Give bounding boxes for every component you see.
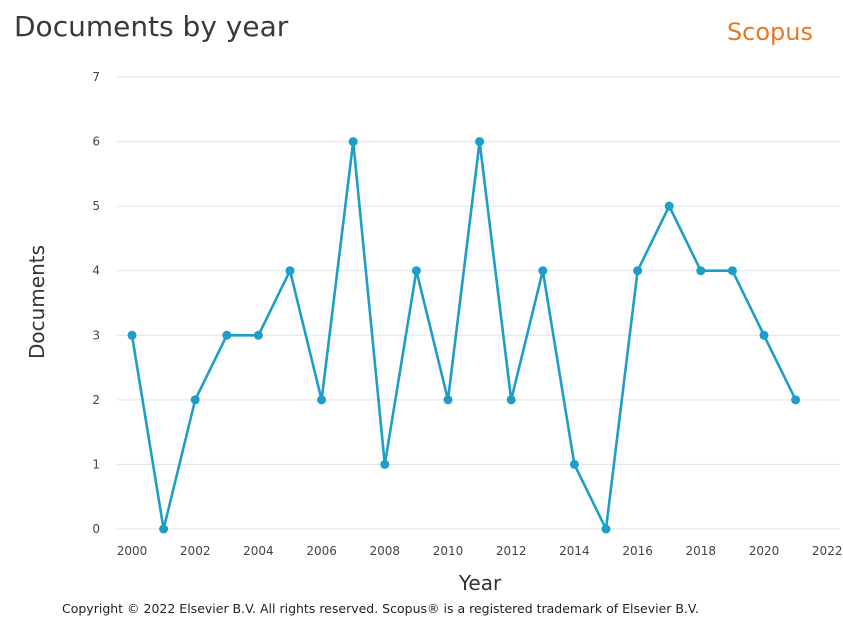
data-point[interactable] xyxy=(538,266,548,276)
data-point[interactable] xyxy=(348,137,358,147)
data-point[interactable] xyxy=(411,266,421,276)
line-chart: 0 1 2 3 4 5 6 7 2000 2002 2004 2006 2008 2010 2012 201… xyxy=(25,70,843,595)
x-tick-label: 2006 xyxy=(306,544,337,558)
data-point[interactable] xyxy=(664,201,674,211)
x-tick-label: 2008 xyxy=(370,544,401,558)
data-point[interactable] xyxy=(633,266,643,276)
y-axis-ticks: 0 1 2 3 4 5 6 7 xyxy=(92,70,100,536)
x-tick-label: 2000 xyxy=(117,544,148,558)
data-point[interactable] xyxy=(380,459,390,469)
y-tick-label: 0 xyxy=(92,522,100,536)
data-point[interactable] xyxy=(127,330,137,340)
data-point[interactable] xyxy=(285,266,295,276)
x-tick-label: 2018 xyxy=(686,544,717,558)
y-tick-label: 6 xyxy=(92,135,100,149)
y-tick-label: 1 xyxy=(92,457,100,471)
data-point[interactable] xyxy=(222,330,232,340)
data-point[interactable] xyxy=(696,266,706,276)
data-point[interactable] xyxy=(569,459,579,469)
y-tick-label: 2 xyxy=(92,393,100,407)
data-point[interactable] xyxy=(190,395,200,405)
y-axis-label: Documents xyxy=(25,245,49,359)
scopus-logo: Scopus xyxy=(726,18,813,46)
data-point[interactable] xyxy=(759,330,769,340)
data-point[interactable] xyxy=(317,395,327,405)
data-point[interactable] xyxy=(475,137,485,147)
data-point[interactable] xyxy=(506,395,516,405)
data-point[interactable] xyxy=(443,395,453,405)
x-tick-label: 2004 xyxy=(243,544,274,558)
x-tick-label: 2016 xyxy=(622,544,653,558)
x-tick-label: 2014 xyxy=(559,544,590,558)
data-point[interactable] xyxy=(727,266,737,276)
y-tick-label: 5 xyxy=(92,199,100,213)
x-tick-label: 2002 xyxy=(180,544,211,558)
y-tick-label: 4 xyxy=(92,264,100,278)
copyright-notice: Copyright © 2022 Elsevier B.V. All right… xyxy=(62,601,699,616)
x-axis-label: Year xyxy=(458,571,502,595)
data-point[interactable] xyxy=(791,395,801,405)
data-point[interactable] xyxy=(159,524,169,534)
series-group xyxy=(127,137,801,534)
x-tick-label: 2012 xyxy=(496,544,527,558)
x-tick-label: 2010 xyxy=(433,544,464,558)
y-tick-label: 3 xyxy=(92,328,100,342)
y-tick-label: 7 xyxy=(92,70,100,84)
x-axis-ticks: 2000 2002 2004 2006 2008 2010 2012 2014 2016 2018… xyxy=(117,544,843,558)
x-tick-label: 2022 xyxy=(812,544,843,558)
series-line xyxy=(130,141,797,534)
chart-title: Documents by year xyxy=(14,10,289,43)
x-tick-label: 2020 xyxy=(749,544,780,558)
data-point[interactable] xyxy=(601,524,611,534)
data-point[interactable] xyxy=(253,330,263,340)
